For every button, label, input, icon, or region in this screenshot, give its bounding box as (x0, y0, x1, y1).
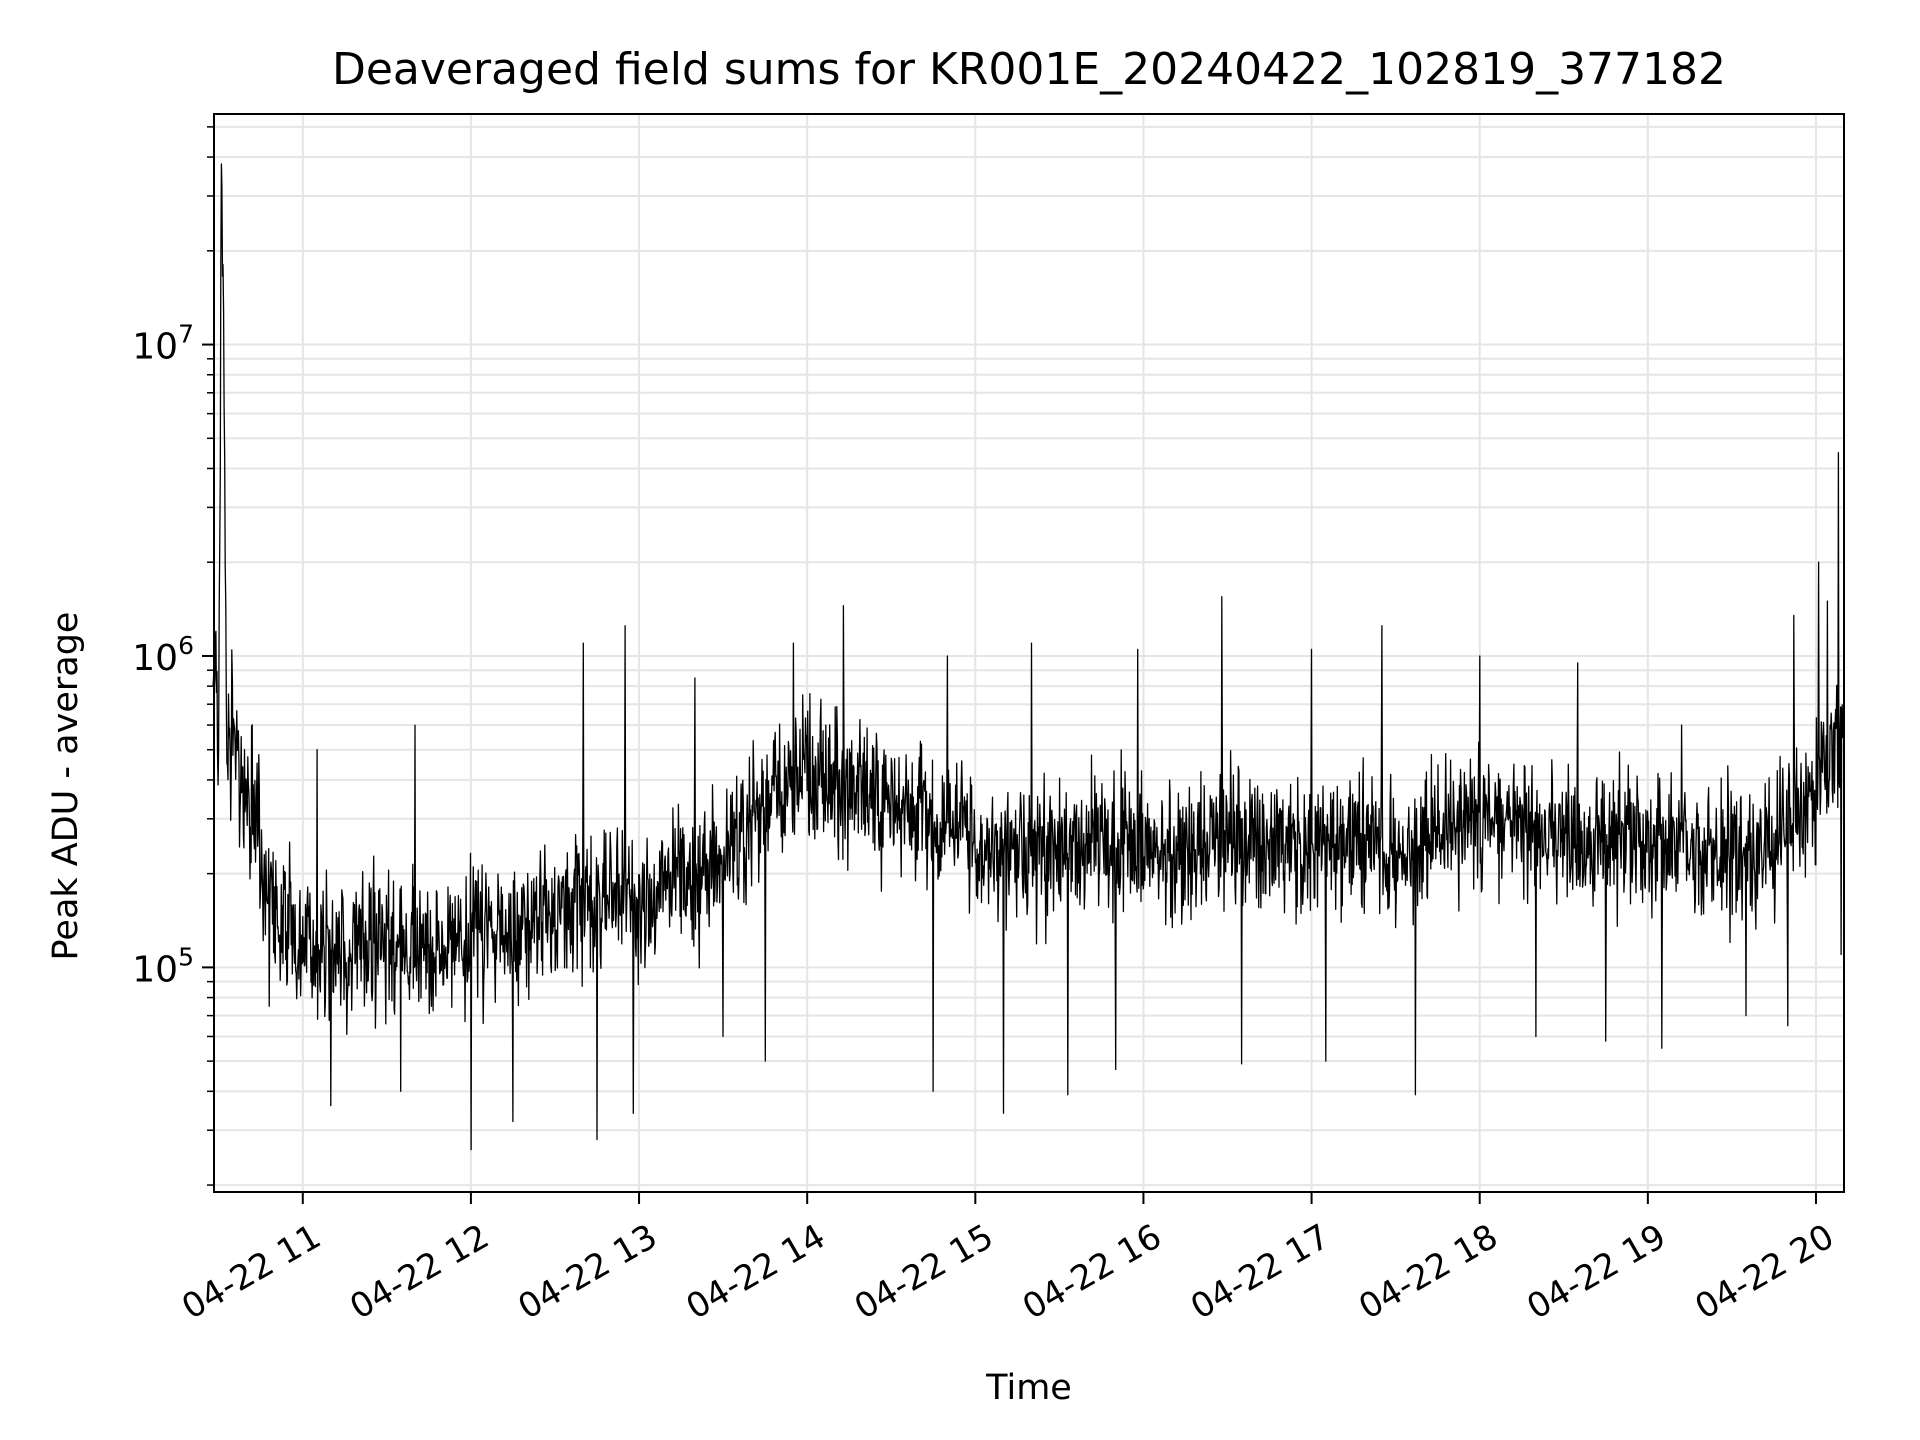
y-tick-label: 107 (132, 320, 194, 368)
series-layer (212, 163, 1845, 1151)
x-tick-label: 04-22 12 (343, 1217, 495, 1328)
x-tick-label: 04-22 13 (512, 1217, 664, 1328)
x-tick-label: 04-22 17 (1184, 1217, 1336, 1328)
y-tick-label: 105 (132, 942, 194, 990)
x-tick-label: 04-22 16 (1016, 1217, 1168, 1328)
x-tick-label: 04-22 19 (1520, 1217, 1672, 1328)
x-tick-label: 04-22 11 (175, 1217, 327, 1328)
x-tick-label: 04-22 15 (848, 1217, 1000, 1328)
plot-frame (213, 113, 1845, 1193)
chart-title: Deaveraged field sums for KR001E_2024042… (331, 44, 1727, 95)
x-tick-label: 04-22 14 (680, 1217, 832, 1328)
y-tick-label: 106 (132, 631, 194, 679)
series-line (212, 163, 1845, 1151)
x-tick-label: 04-22 20 (1688, 1217, 1840, 1328)
ticks: 04-22 11 04-22 12 04-22 13 04-22 14 04-22 15… (132, 126, 1841, 1328)
grid (214, 114, 1844, 1192)
x-tick-label: 04-22 18 (1352, 1217, 1504, 1328)
x-axis-label: Time (986, 1368, 1072, 1408)
